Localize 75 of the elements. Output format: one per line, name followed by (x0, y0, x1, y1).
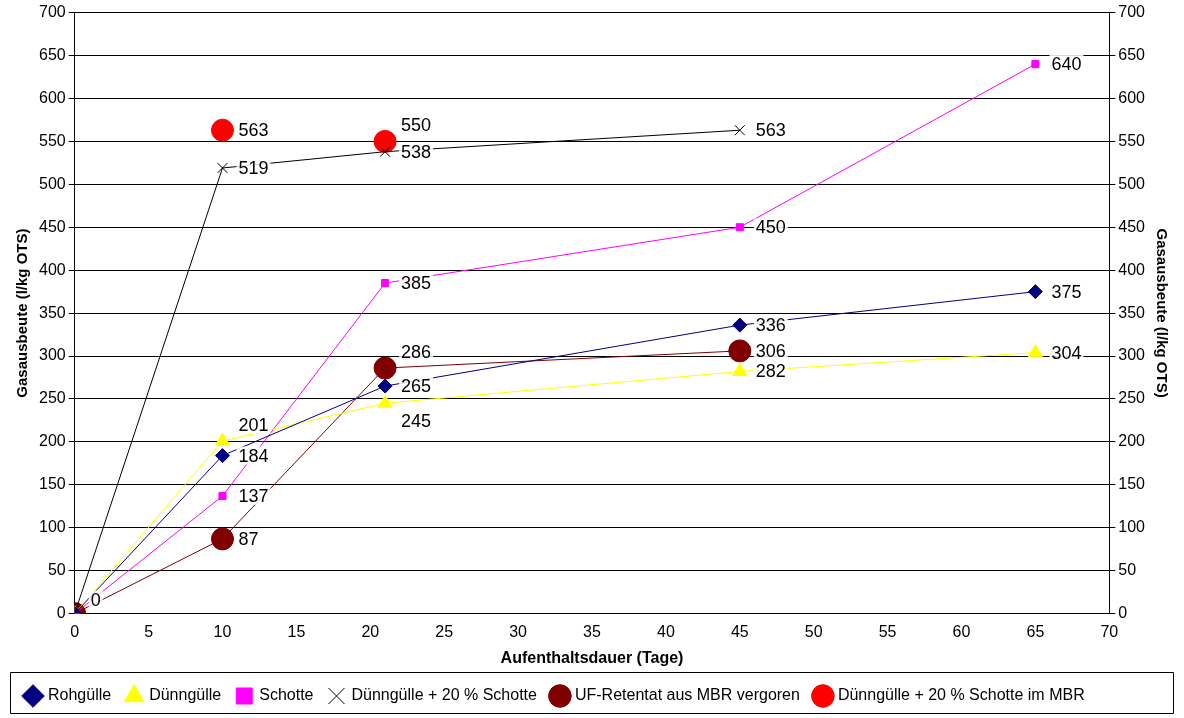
y-tick-label: 550 (38, 131, 66, 149)
y-tick-label: 600 (38, 88, 66, 106)
data-label: 385 (401, 273, 432, 294)
data-label: 201 (238, 415, 269, 435)
y2-tick-label: 100 (1118, 518, 1146, 536)
x-tick-label: 45 (730, 622, 749, 640)
y2-tick-label: 350 (1118, 303, 1146, 321)
data-label: 265 (401, 376, 432, 397)
y-tick-label: 450 (38, 217, 66, 235)
y2-tick-label: 200 (1118, 432, 1146, 450)
x-tick-label: 30 (509, 622, 528, 640)
data-label: 375 (1051, 281, 1082, 302)
x-tick-label: 15 (287, 622, 306, 640)
data-label: 245 (401, 411, 432, 432)
x-tick-label: 0 (70, 622, 80, 640)
data-label: 519 (238, 157, 269, 178)
x-tick-label: 65 (1026, 622, 1045, 640)
data-label: 563 (755, 120, 786, 141)
y-tick-label: 700 (38, 3, 66, 21)
x-tick-label: 5 (144, 622, 154, 640)
data-label: 563 (238, 120, 269, 141)
y-tick-label: 650 (38, 45, 66, 63)
y2-tick-label: 500 (1118, 174, 1146, 192)
y2-tick-label: 150 (1118, 475, 1146, 493)
y-tick-label: 350 (38, 303, 66, 321)
x-tick-label: 25 (435, 622, 454, 640)
legend-label: Schotte (259, 686, 314, 704)
data-label: 286 (401, 342, 432, 363)
y-tick-label: 250 (38, 389, 66, 407)
legend-label: Dünngülle + 20 % Schotte (351, 686, 538, 704)
y2-tick-label: 250 (1118, 389, 1146, 407)
data-label: 538 (401, 141, 432, 162)
x-tick-label: 55 (878, 622, 897, 640)
data-label: 450 (755, 217, 786, 238)
data-label: 0 (90, 589, 101, 610)
y-tick-label: 50 (47, 561, 66, 579)
y2-tick-label: 700 (1118, 3, 1146, 21)
x-tick-label: 70 (1100, 622, 1119, 640)
y2-tick-label: 50 (1118, 561, 1137, 579)
y2-tick-label: 300 (1118, 346, 1146, 364)
x-tick-label: 10 (213, 622, 232, 640)
data-label: 306 (755, 340, 786, 361)
y2-tick-label: 0 (1118, 604, 1128, 622)
y2-axis-title: Gasausbeute (l/kg OTS) (1153, 228, 1171, 398)
y-tick-label: 0 (56, 604, 66, 622)
x-tick-label: 50 (804, 622, 823, 640)
y2-tick-label: 600 (1118, 88, 1146, 106)
y2-tick-label: 450 (1118, 217, 1146, 235)
x-tick-label: 35 (583, 622, 601, 640)
data-label: 282 (755, 361, 786, 382)
legend-label: Rohgülle (48, 686, 112, 704)
y-axis-title: Gasausbeute (l/kg OTS) (13, 228, 31, 398)
legend-label: UF-Retentat aus MBR vergoren (574, 686, 800, 704)
data-label: 336 (755, 315, 786, 336)
x-tick-label: 20 (361, 622, 380, 640)
y-tick-label: 400 (38, 260, 66, 278)
data-label: 87 (238, 528, 259, 549)
y-tick-label: 300 (38, 346, 66, 364)
x-tick-label: 40 (657, 622, 675, 640)
y-tick-label: 100 (38, 518, 66, 536)
y2-tick-label: 400 (1118, 260, 1146, 278)
data-label: 137 (238, 485, 269, 506)
y2-tick-label: 650 (1118, 45, 1146, 63)
y-tick-label: 150 (38, 475, 66, 493)
legend-label: Dünngülle (149, 686, 222, 704)
x-axis-title: Aufenthaltsdauer (Tage) (500, 648, 684, 666)
data-label: 550 (401, 115, 432, 136)
data-label: 304 (1051, 342, 1082, 363)
x-tick-label: 60 (952, 622, 971, 640)
legend-label: Dünngülle + 20 % Schotte im MBR (837, 686, 1085, 704)
y2-tick-label: 550 (1118, 131, 1146, 149)
data-label: 640 (1051, 54, 1082, 75)
y-tick-label: 200 (38, 432, 66, 450)
y-tick-label: 500 (38, 174, 66, 192)
data-label: 184 (238, 445, 269, 466)
